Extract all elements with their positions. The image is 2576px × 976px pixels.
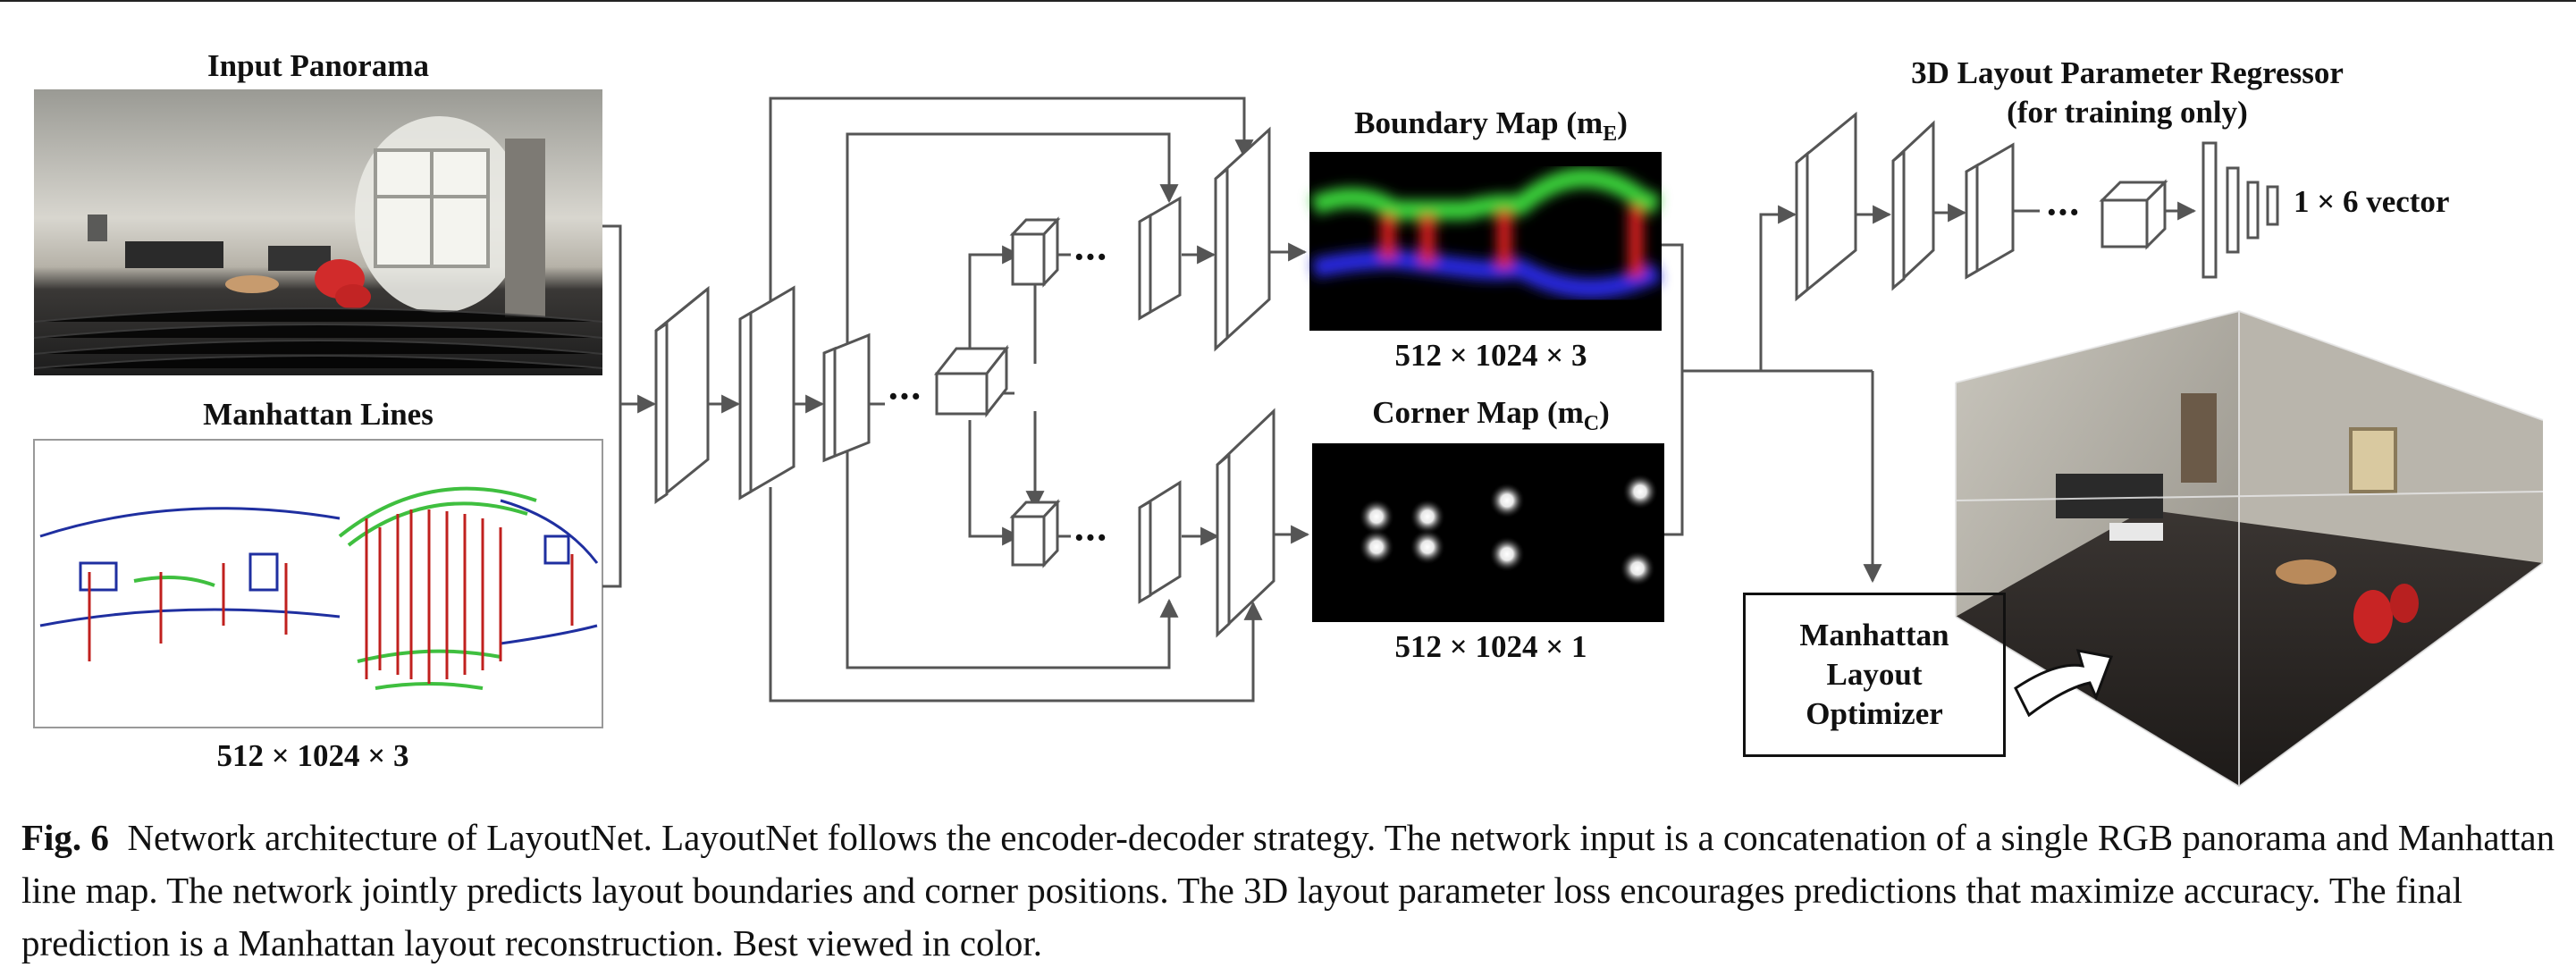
regressor-layers	[1795, 111, 2279, 302]
regressor-title: 3D Layout Parameter Regressor	[1911, 55, 2344, 90]
figure-caption: Fig. 6 Network architecture of LayoutNet…	[21, 812, 2560, 970]
boundary-map-label: Boundary Map (mE)	[1354, 105, 1628, 146]
ellipsis-regressor: ···	[2045, 190, 2081, 234]
manhattan-lines-label: Manhattan Lines	[203, 397, 434, 432]
input-panorama-image	[33, 89, 603, 375]
manhattan-lines-image	[33, 439, 603, 728]
caption-text: Network architecture of LayoutNet. Layou…	[21, 817, 2555, 963]
corner-map-label: Corner Map (mC)	[1372, 395, 1610, 435]
input-dims-label: 512 × 1024 × 3	[216, 738, 409, 773]
optimizer-line-1: Manhattan	[1799, 618, 1949, 652]
vector-label: 1 × 6 vector	[2294, 184, 2450, 219]
corner-map-image	[1312, 443, 1664, 622]
room-reconstruction-image	[1955, 309, 2544, 787]
optimizer-line-3: Optimizer	[1806, 696, 1943, 731]
ellipsis-decoder-top: ···	[1073, 235, 1108, 279]
boundary-map-image	[1309, 152, 1662, 331]
encoder-layers	[654, 285, 1010, 505]
figure-label: Fig. 6	[21, 817, 109, 858]
ellipsis-decoder-bottom: ···	[1073, 516, 1108, 560]
decoder-layers	[1009, 126, 1275, 638]
curved-arrow-icon	[2014, 649, 2114, 718]
top-rule	[0, 0, 2576, 2]
manhattan-layout-optimizer-box: Manhattan Layout Optimizer	[1743, 593, 2006, 757]
network-diagram	[33, 89, 2544, 787]
optimizer-line-2: Layout	[1826, 657, 1923, 692]
corner-dims-label: 512 × 1024 × 1	[1394, 629, 1587, 664]
input-panorama-label: Input Panorama	[207, 48, 429, 83]
ellipsis-encoder: ···	[887, 374, 922, 418]
regressor-subtitle: (for training only)	[2007, 95, 2248, 130]
boundary-dims-label: 512 × 1024 × 3	[1394, 338, 1587, 373]
